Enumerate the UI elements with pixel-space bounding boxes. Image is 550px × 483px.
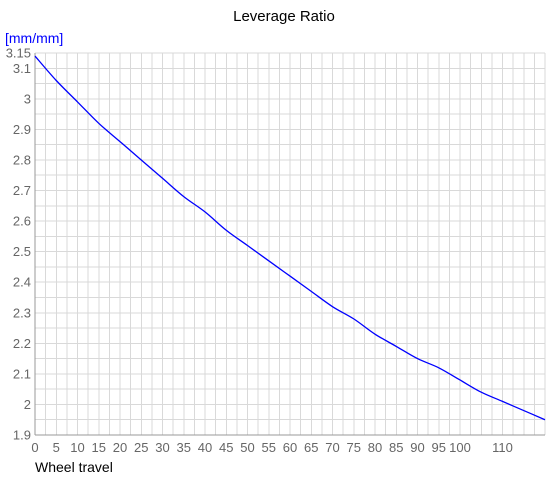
y-tick-label: 3.15	[6, 46, 31, 61]
y-tick-label: 3	[24, 91, 31, 106]
x-tick-label: 40	[198, 440, 212, 455]
x-tick-labels: 0 5 10 15 20 25 30 35 40 45 50 55 60 65 70 75 80 85 90 95 10…	[31, 440, 512, 455]
grid-layer	[34, 52, 546, 436]
y-axis-label: [mm/mm]	[5, 30, 63, 46]
y-tick-label: 2.6	[13, 214, 31, 229]
x-tick-label: 75	[347, 440, 361, 455]
y-tick-label: 2.9	[13, 122, 31, 137]
x-tick-label: 70	[325, 440, 339, 455]
y-tick-label: 2.3	[13, 305, 31, 320]
x-tick-label: 50	[240, 440, 254, 455]
x-axis-label: Wheel travel	[35, 459, 113, 475]
y-tick-label: 2.2	[13, 336, 31, 351]
x-tick-label: 65	[304, 440, 318, 455]
x-tick-label: 80	[368, 440, 382, 455]
x-tick-label: 25	[134, 440, 148, 455]
x-tick-label: 30	[155, 440, 169, 455]
x-tick-label: 10	[70, 440, 84, 455]
x-tick-label: 20	[113, 440, 127, 455]
x-tick-label: 15	[92, 440, 106, 455]
y-tick-label: 3.1	[13, 61, 31, 76]
series-layer	[34, 55, 546, 421]
y-tick-label: 1.9	[13, 428, 31, 443]
x-tick-label: 55	[262, 440, 276, 455]
x-tick-label: 60	[283, 440, 297, 455]
x-tick-label: 100	[449, 440, 471, 455]
y-tick-label: 2.1	[13, 366, 31, 381]
chart-title: Leverage Ratio	[233, 8, 335, 25]
y-tick-label: 2	[24, 397, 31, 412]
axis-layer	[34, 53, 545, 436]
y-tick-label: 2.4	[13, 275, 31, 290]
x-tick-label: 85	[389, 440, 403, 455]
x-tick-label: 110	[492, 440, 513, 455]
x-tick-label: 45	[219, 440, 233, 455]
y-tick-label: 2.8	[13, 152, 31, 167]
y-tick-label: 2.7	[13, 183, 31, 198]
x-tick-label: 35	[177, 440, 191, 455]
leverage-ratio-line	[34, 55, 546, 421]
x-tick-label: 95	[432, 440, 446, 455]
y-tick-label: 2.5	[13, 244, 31, 259]
x-tick-label: 0	[31, 440, 38, 455]
y-tick-labels: 1.9 2 2.1 2.2 2.3 2.4 2.5 2.6 2.7 2.8 2.9 3 3.13.15	[6, 46, 31, 443]
x-tick-label: 90	[410, 440, 424, 455]
x-tick-label: 5	[53, 440, 60, 455]
